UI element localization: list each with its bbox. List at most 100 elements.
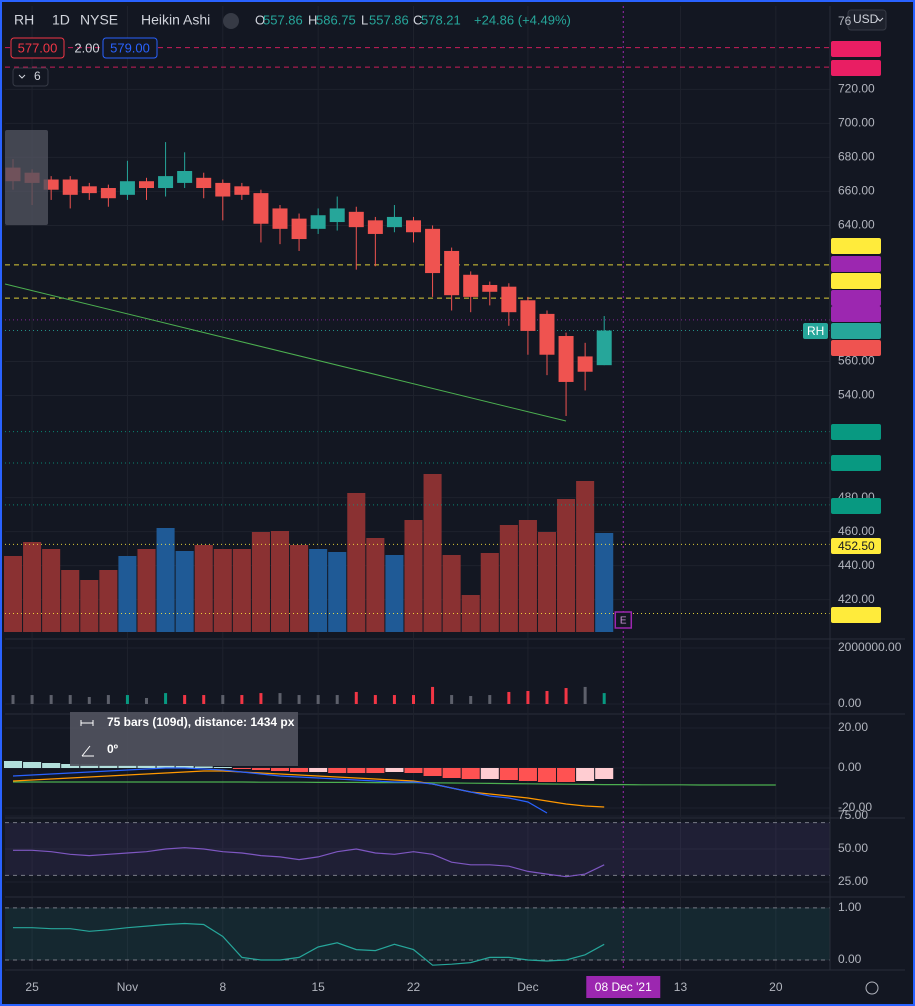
y-tick-label: 540.00 [838, 388, 875, 402]
histogram-bar [461, 768, 480, 779]
order-badge-label: 2.00 [74, 40, 99, 55]
histogram-bar [137, 765, 156, 768]
volume-bar [3, 556, 23, 632]
candle-body [367, 220, 383, 234]
indicator-bar [602, 693, 606, 704]
volume-bar [404, 520, 423, 632]
currency-button[interactable] [847, 9, 887, 31]
order-badge[interactable] [102, 37, 158, 59]
indicator-bar [316, 695, 320, 704]
volume-bar [366, 538, 385, 632]
volume-bar [576, 481, 595, 632]
candle-body [463, 274, 479, 297]
histogram-bar [309, 768, 328, 772]
candle-body [425, 228, 441, 274]
drawing-tooltip: 75 bars (109d), distance: 1434 px 0º [70, 712, 298, 766]
x-tick-label: 8 [219, 980, 226, 994]
price-label-box [831, 306, 881, 322]
histogram-bar [232, 768, 251, 769]
settings-button[interactable] [865, 981, 879, 995]
histogram-bar [595, 768, 614, 779]
indicator-bar [507, 691, 511, 704]
symbol[interactable]: RH [14, 12, 34, 28]
candle-body [596, 330, 612, 366]
change: +24.86 (+4.49%) [474, 12, 571, 27]
y-tick-label: 0.00 [838, 952, 862, 966]
chevron-icon [876, 17, 884, 22]
indicator-bar [450, 695, 454, 704]
indicator-bar [68, 695, 72, 704]
ohlc-value: 586.75 [316, 12, 356, 27]
indicator-bar [354, 691, 358, 704]
volume-bar [213, 549, 232, 632]
trend-line[interactable] [4, 283, 567, 422]
ohlc-key: L [361, 12, 368, 27]
y-tick-label: 640.00 [838, 218, 875, 232]
price-label-box [831, 256, 881, 272]
candle-body [405, 220, 421, 233]
y-tick-label: 76 [838, 14, 852, 28]
y-tick-label: 680.00 [838, 150, 875, 164]
candle-body [62, 179, 78, 195]
indicator-bar [335, 695, 339, 704]
histogram-bar [118, 765, 137, 768]
y-tick-label: 50.00 [838, 841, 868, 855]
y-tick-label: 75.00 [838, 808, 868, 822]
indicator-line [12, 767, 548, 814]
candle-body [329, 208, 345, 223]
volume-bar [480, 553, 499, 632]
histogram-bar [366, 768, 385, 773]
volume-bar [461, 595, 480, 632]
volume-bar [557, 499, 576, 632]
histogram-bar [175, 766, 194, 768]
y-tick-label: 1.00 [838, 900, 862, 914]
candle-body [177, 171, 193, 183]
volume-bar [194, 545, 213, 632]
event-badge[interactable] [614, 611, 633, 629]
volume-bar [290, 545, 309, 632]
plot-layer [3, 47, 830, 966]
volume-bar [595, 533, 614, 632]
y-tick-label: 20.00 [838, 720, 868, 734]
histogram-bar [499, 768, 518, 780]
indicator-bar [488, 695, 492, 704]
tooltip-measure: 75 bars (109d), distance: 1434 px [107, 715, 295, 729]
price-label-box [831, 340, 881, 356]
indicator-bar [221, 695, 225, 704]
histogram-bar [213, 767, 232, 768]
order-badge[interactable] [10, 37, 65, 59]
histogram-bar [23, 762, 42, 768]
volume-bar [156, 528, 175, 632]
histogram-bar [557, 768, 576, 782]
indicator-bar [392, 695, 396, 704]
event-label: E [620, 616, 627, 627]
histogram-bar [3, 761, 23, 768]
y-tick-label: 560.00 [838, 354, 875, 368]
volume-bar [347, 493, 366, 632]
histogram-bar [442, 768, 461, 778]
x-tick-label: 20 [769, 980, 783, 994]
crosshair-badge [586, 976, 661, 998]
candle-body [482, 284, 498, 292]
band [5, 822, 830, 876]
order-badge-label: 577.00 [18, 40, 58, 55]
interval[interactable]: 1D [52, 12, 70, 28]
candle-body [348, 211, 364, 228]
candle-body [520, 300, 536, 331]
volume-bar [118, 556, 137, 632]
indicators-toggle[interactable] [12, 67, 49, 87]
histogram-bar [42, 763, 61, 768]
histogram-bar [80, 764, 99, 768]
visibility-toggle[interactable] [223, 13, 239, 29]
histogram-bar [537, 768, 557, 782]
volume-bar [385, 555, 404, 632]
indicator-bar [145, 697, 149, 704]
order-badge-label: 579.00 [110, 40, 150, 55]
y-tick-label: 700.00 [838, 116, 875, 130]
candle-body [444, 250, 460, 296]
volume-bar [137, 549, 156, 632]
price-label-box [831, 238, 881, 254]
volume-bar [61, 570, 80, 632]
price-label-box [831, 273, 881, 289]
indicator-bar [30, 695, 34, 704]
